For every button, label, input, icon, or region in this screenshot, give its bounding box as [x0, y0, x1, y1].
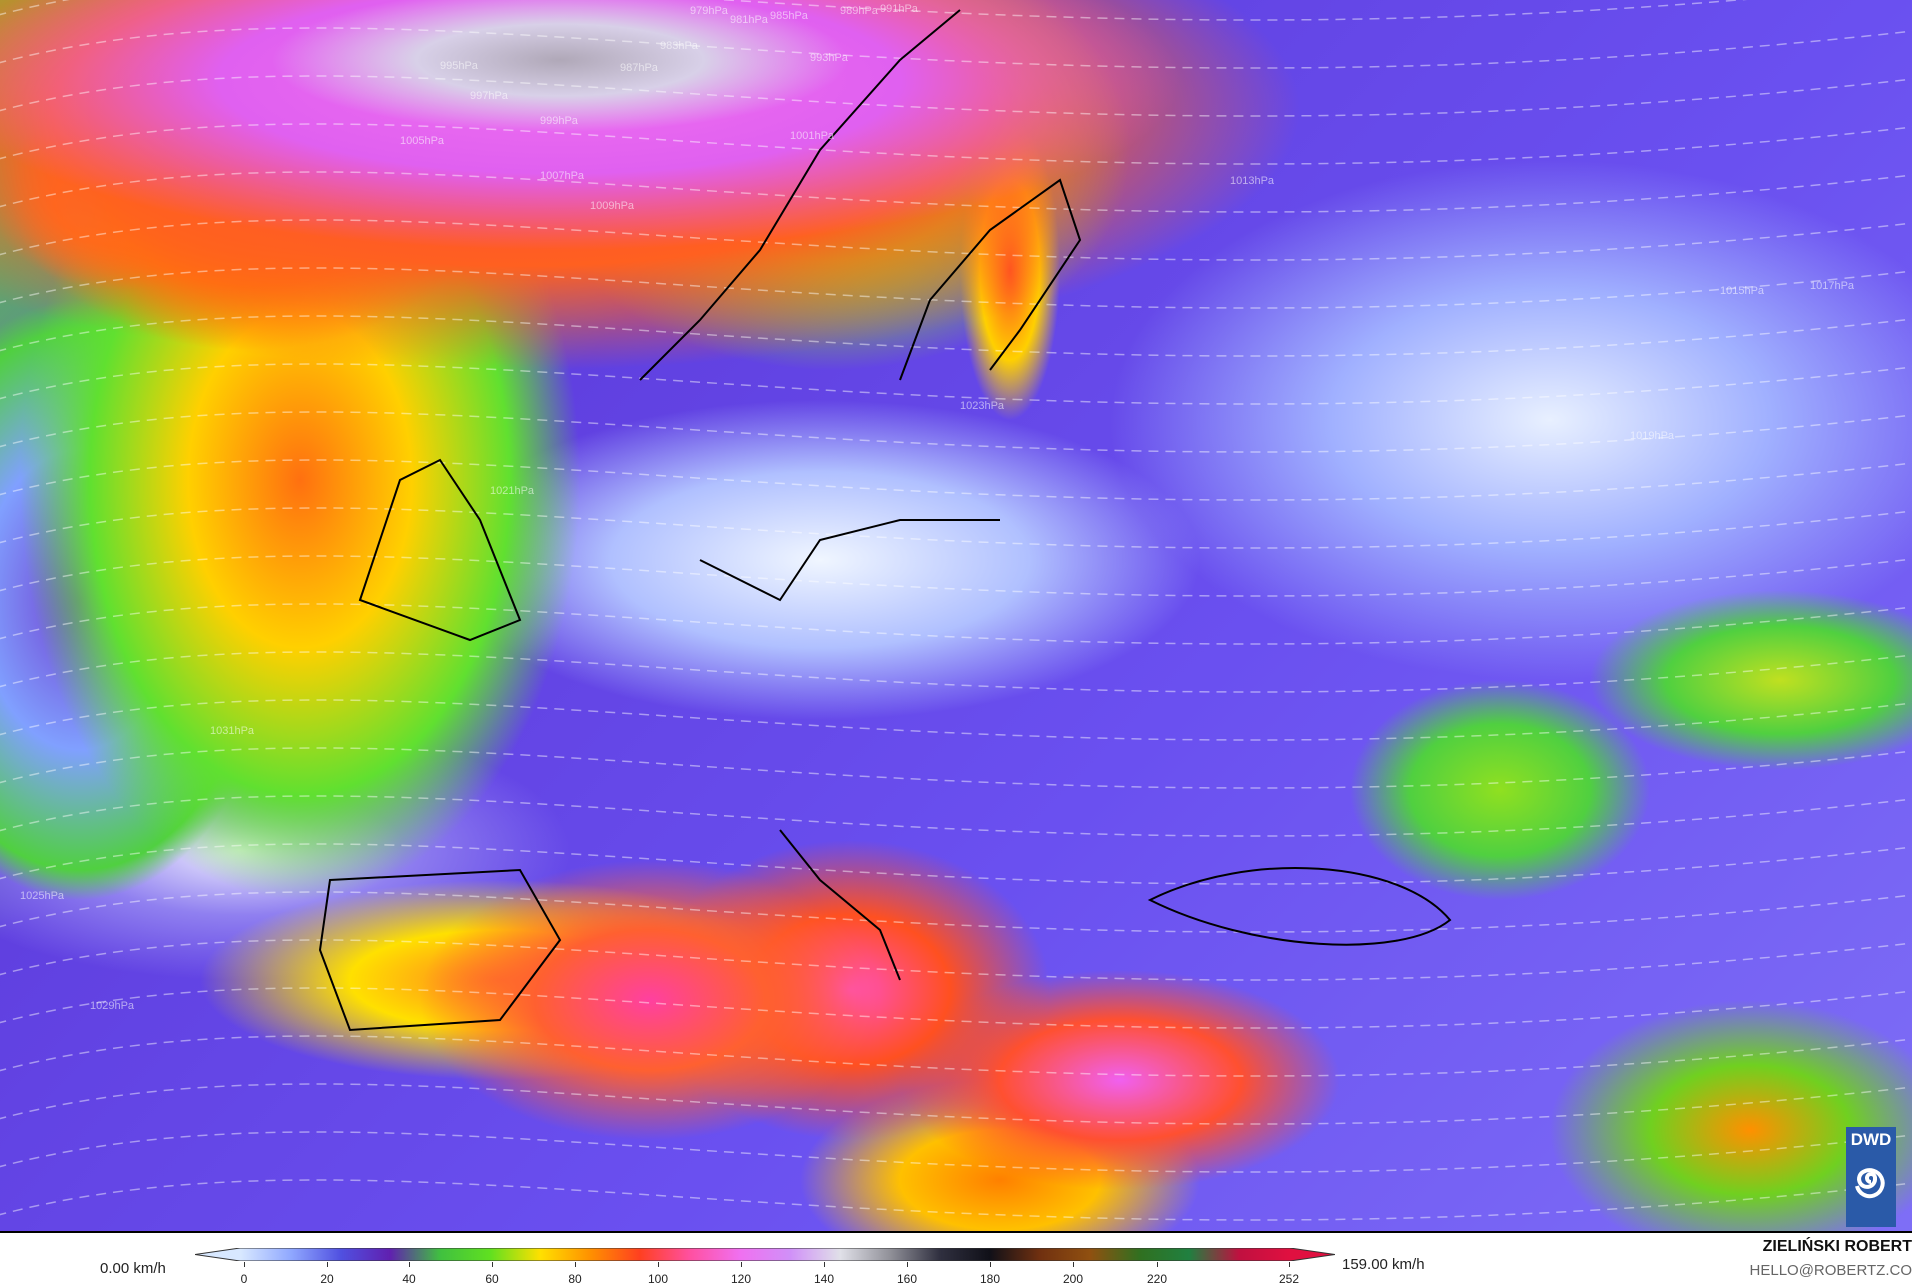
- isobar-line: [0, 795, 1912, 837]
- isobar-label: 991hPa: [880, 3, 918, 15]
- isobar-label: 979hPa: [690, 5, 728, 17]
- legend-tick: [907, 1262, 908, 1267]
- isobar-label: 1019hPa: [1630, 430, 1675, 442]
- isobar-label: 1025hPa: [20, 890, 65, 902]
- isobar-line: [0, 27, 1912, 69]
- legend-tick-label: 40: [402, 1272, 416, 1286]
- legend-tick-label: 220: [1146, 1272, 1168, 1286]
- legend-tick-label: 0: [240, 1272, 248, 1286]
- wind-speed-map: 979hPa 981hPa 985hPa 989hPa 991hPa 995hPa 983h…: [0, 0, 1912, 1233]
- coastline: [639, 9, 961, 381]
- legend-tick-label: 180: [979, 1272, 1001, 1286]
- legend-tick: [1073, 1262, 1074, 1267]
- color-scale-bar: [195, 1248, 1335, 1261]
- isobar-line: [0, 363, 1912, 405]
- legend-tick: [741, 1262, 742, 1267]
- legend-tick-label: 20: [320, 1272, 334, 1286]
- isobar-label: 1005hPa: [400, 135, 445, 147]
- legend-tick: [575, 1262, 576, 1267]
- legend-tick-label: 120: [730, 1272, 752, 1286]
- legend-tick: [990, 1262, 991, 1267]
- isobar-label: 1031hPa: [210, 725, 255, 737]
- spiral-icon: [1855, 1168, 1885, 1199]
- legend-tick-label: 60: [485, 1272, 499, 1286]
- legend-tick-label: 140: [813, 1272, 835, 1286]
- isobar-line: [0, 891, 1912, 933]
- isobar-label: 985hPa: [770, 10, 808, 22]
- isobar-line: [0, 507, 1912, 549]
- coastline: [318, 868, 562, 1032]
- legend-tick: [658, 1262, 659, 1267]
- isobar-label: 1021hPa: [490, 485, 535, 497]
- isobar-line: [0, 267, 1912, 309]
- coastline: [779, 829, 901, 981]
- isobar-label: 1029hPa: [90, 1000, 135, 1012]
- isobar-label: 989hPa: [840, 5, 878, 17]
- legend-max-label: 159.00 km/h: [1342, 1256, 1425, 1273]
- isobar-line: [0, 459, 1912, 501]
- legend-tick-label: 160: [896, 1272, 918, 1286]
- isobar-label: 1007hPa: [540, 170, 585, 182]
- isobar-label: 981hPa: [730, 14, 768, 26]
- legend-tick-label: 200: [1062, 1272, 1084, 1286]
- legend-tick: [409, 1262, 410, 1267]
- coastline: [358, 458, 522, 642]
- legend-tick-label: 100: [647, 1272, 669, 1286]
- isobar-label: 997hPa: [470, 90, 508, 102]
- isobar-line: [0, 123, 1912, 165]
- isobar-label: 1017hPa: [1810, 280, 1855, 292]
- isobar-line: [0, 987, 1912, 1029]
- legend-tick: [492, 1262, 493, 1267]
- isobar-line: [0, 75, 1912, 117]
- isobar-label: 993hPa: [810, 52, 848, 64]
- isobar-line: [0, 651, 1912, 693]
- isobar-line: [0, 219, 1912, 261]
- isobar-line: [0, 1083, 1912, 1125]
- isobar-line: [0, 747, 1912, 789]
- author-email: HELLO@ROBERTZ.CO: [1749, 1262, 1912, 1279]
- isobar-line: [0, 603, 1912, 645]
- dwd-logo: DWD: [1846, 1127, 1896, 1227]
- legend-min-label: 0.00 km/h: [100, 1260, 166, 1277]
- legend-tick: [327, 1262, 328, 1267]
- legend-tick-label: 80: [568, 1272, 582, 1286]
- isobar-label: 983hPa: [660, 40, 698, 52]
- isobar-label: 995hPa: [440, 60, 478, 72]
- isobar-lines: [0, 0, 1912, 1221]
- isobar-label: 987hPa: [620, 62, 658, 74]
- dwd-logo-text: DWD: [1850, 1130, 1892, 1149]
- coastline: [699, 519, 1000, 602]
- isobar-line: [0, 843, 1912, 885]
- isobar-line: [0, 699, 1912, 741]
- isobar-label: 1023hPa: [960, 400, 1005, 412]
- isobar-line: [0, 939, 1912, 981]
- isobar-label: 1001hPa: [790, 130, 835, 142]
- coastline: [1147, 867, 1452, 946]
- isobar-label: 1013hPa: [1230, 175, 1275, 187]
- isobar-line: [0, 171, 1912, 213]
- isobar-line: [0, 0, 1747, 21]
- legend-tick: [1157, 1262, 1158, 1267]
- author-name: ZIELIŃSKI ROBERT: [1762, 1238, 1912, 1255]
- isobar-line: [0, 1131, 1912, 1173]
- legend-tick: [244, 1262, 245, 1267]
- isobar-label: 1009hPa: [590, 200, 635, 212]
- isobar-label: 999hPa: [540, 115, 578, 127]
- isobar-line: [0, 1179, 1912, 1221]
- isobar-line: [0, 411, 1912, 453]
- isobar-line: [0, 1035, 1912, 1077]
- coastline: [899, 178, 1082, 381]
- isobar-line: [0, 315, 1912, 357]
- isobar-label: 1015hPa: [1720, 285, 1765, 297]
- legend-tick: [824, 1262, 825, 1267]
- legend-tick: [1289, 1262, 1290, 1267]
- legend-tick-label: 252: [1278, 1272, 1300, 1286]
- isobar-line: [0, 555, 1912, 597]
